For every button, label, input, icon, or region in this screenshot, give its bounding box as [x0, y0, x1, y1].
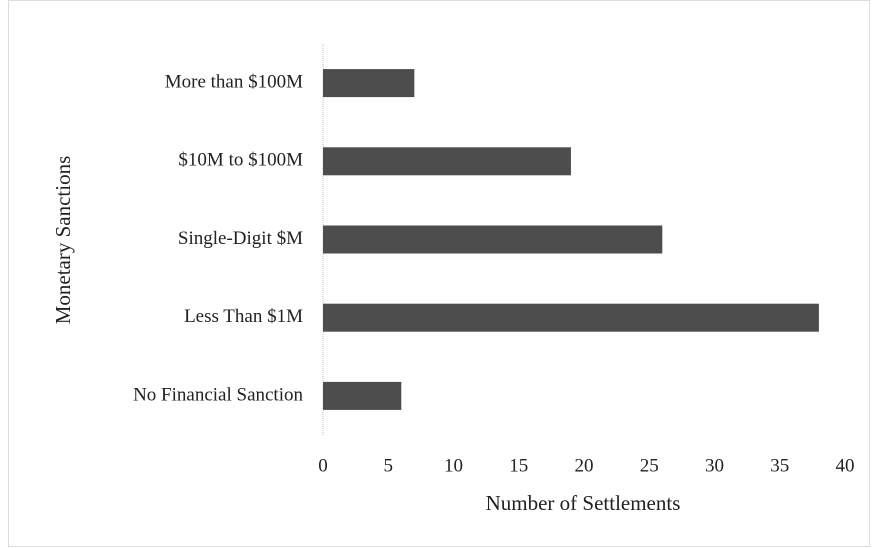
- x-tick-label: 30: [705, 455, 724, 476]
- x-tick-label: 15: [509, 455, 528, 476]
- y-axis-title: Monetary Sanctions: [51, 156, 75, 325]
- frame: [8, 0, 870, 547]
- x-tick-label: 40: [836, 455, 855, 476]
- x-axis-title: Number of Settlements: [486, 491, 681, 515]
- bar: [323, 225, 663, 254]
- bar: [323, 147, 571, 176]
- bar: [323, 69, 415, 98]
- x-tick-label: 0: [318, 455, 328, 476]
- x-tick-label: 5: [384, 455, 394, 476]
- x-tick-label: 35: [770, 455, 789, 476]
- x-tick-label: 25: [640, 455, 659, 476]
- y-tick-label: Less Than $1M: [184, 306, 303, 327]
- y-tick-label: Single-Digit $M: [178, 228, 303, 249]
- y-tick-label: $10M to $100M: [178, 150, 303, 171]
- y-tick-label: More than $100M: [165, 71, 303, 92]
- y-tick-label: No Financial Sanction: [133, 384, 303, 405]
- bar: [323, 303, 819, 332]
- x-tick-label: 10: [444, 455, 463, 476]
- bar: [323, 381, 402, 410]
- x-tick-label: 20: [575, 455, 594, 476]
